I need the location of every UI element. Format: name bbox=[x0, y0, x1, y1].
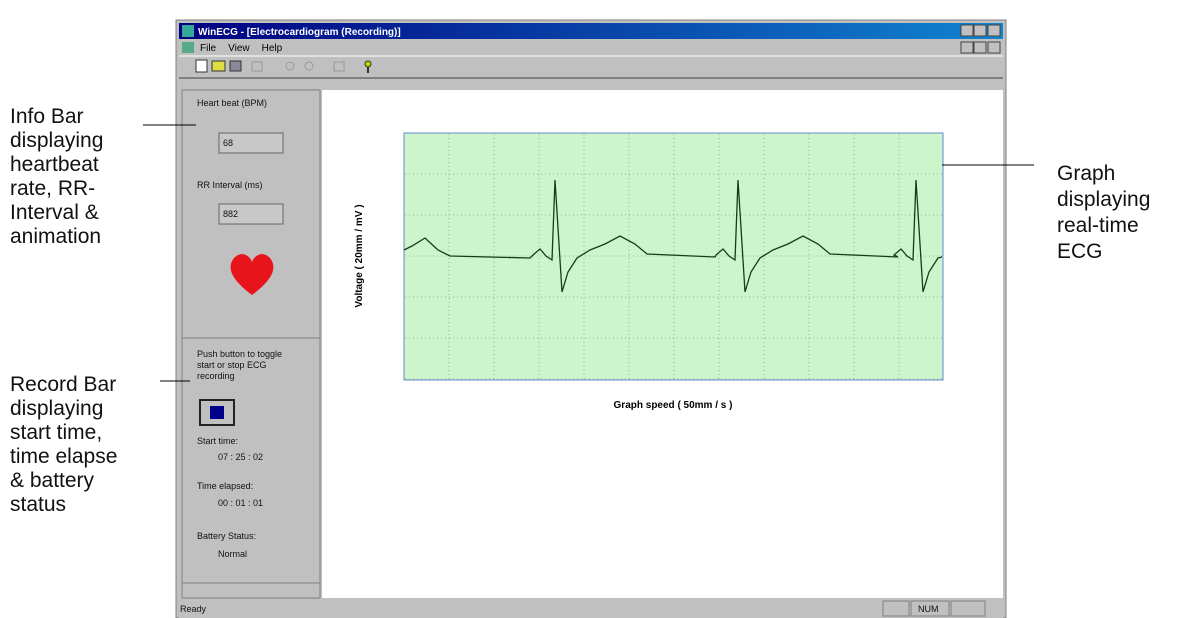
child-restore[interactable] bbox=[973, 41, 987, 54]
annotation-line: Graph bbox=[1057, 162, 1115, 185]
annotation-line: displaying bbox=[1057, 188, 1150, 211]
doc-icon bbox=[182, 42, 194, 53]
ecg-grid bbox=[405, 134, 942, 380]
battery-label: Battery Status: bbox=[197, 531, 256, 541]
zoom-out-button[interactable] bbox=[304, 61, 314, 71]
annotation-line: real-time bbox=[1057, 214, 1139, 237]
start-label: Start time: bbox=[197, 436, 238, 446]
status-text: Ready bbox=[180, 604, 207, 614]
record-toggle-button[interactable] bbox=[199, 399, 235, 426]
annotation-line: ECG bbox=[1057, 240, 1103, 263]
zoom-in-button[interactable] bbox=[285, 61, 295, 71]
annotation-line: & battery bbox=[10, 469, 95, 492]
left-panel bbox=[181, 89, 321, 599]
annotation-line: start time, bbox=[10, 421, 102, 444]
annotation-line: time elapse bbox=[10, 445, 117, 468]
menu-item[interactable]: Help bbox=[262, 43, 283, 54]
instruction-line: Push button to toggle bbox=[197, 349, 282, 359]
heartbeat-value: 68 bbox=[223, 138, 233, 148]
menu-bar: File View Help bbox=[200, 43, 283, 54]
save-button[interactable] bbox=[229, 60, 242, 72]
status-cell bbox=[882, 600, 910, 617]
toolbar-bottom bbox=[179, 77, 1003, 79]
child-minimize[interactable] bbox=[960, 41, 974, 54]
help-button[interactable] bbox=[364, 60, 372, 68]
x-axis-label: Graph speed ( 50mm / s ) bbox=[614, 400, 733, 411]
child-close[interactable] bbox=[987, 41, 1001, 54]
minimize-button[interactable] bbox=[960, 24, 974, 37]
disabled-button[interactable] bbox=[333, 61, 345, 72]
rr-value: 882 bbox=[223, 209, 238, 219]
start-value: 07 : 25 : 02 bbox=[218, 452, 263, 462]
instruction-line: start or stop ECG bbox=[197, 360, 267, 370]
title-bar bbox=[179, 23, 1003, 39]
status-cell bbox=[910, 600, 950, 617]
annotation-line: Info Bar bbox=[10, 105, 84, 128]
heartbeat-label: Heart beat (BPM) bbox=[197, 98, 267, 108]
annotation-line: heartbeat bbox=[10, 153, 99, 176]
annotation-line: animation bbox=[10, 225, 101, 248]
annotation-line: status bbox=[10, 493, 66, 516]
app-icon bbox=[182, 25, 194, 37]
new-button[interactable] bbox=[195, 59, 208, 73]
maximize-button[interactable] bbox=[973, 24, 987, 37]
stop-icon bbox=[210, 406, 224, 419]
print-button[interactable] bbox=[251, 61, 263, 72]
menu-item[interactable]: View bbox=[228, 43, 250, 54]
instruction-line: recording bbox=[197, 371, 235, 381]
battery-value: Normal bbox=[218, 549, 247, 559]
annotation-line: displaying bbox=[10, 129, 103, 152]
annotation-line: Record Bar bbox=[10, 373, 116, 396]
toolbar bbox=[195, 59, 372, 73]
status-num: NUM bbox=[918, 604, 939, 614]
y-axis-label: Voltage ( 20mm / mV ) bbox=[354, 204, 365, 307]
close-button[interactable] bbox=[987, 24, 1001, 37]
rr-label: RR Interval (ms) bbox=[197, 180, 263, 190]
open-button[interactable] bbox=[211, 60, 226, 72]
rr-box bbox=[218, 203, 284, 225]
status-bar bbox=[179, 599, 1003, 618]
elapsed-value: 00 : 01 : 01 bbox=[218, 498, 263, 508]
elapsed-label: Time elapsed: bbox=[197, 481, 253, 491]
annotation-line: Interval & bbox=[10, 201, 99, 224]
window-title: WinECG - [Electrocardiogram (Recording)] bbox=[198, 27, 401, 38]
heartbeat-box bbox=[218, 132, 284, 154]
heart-icon bbox=[230, 254, 274, 295]
help-button-stem bbox=[367, 67, 369, 73]
menu-item[interactable]: File bbox=[200, 43, 217, 54]
annotation-line: displaying bbox=[10, 397, 103, 420]
status-cell bbox=[950, 600, 986, 617]
window-controls bbox=[960, 24, 1001, 54]
annotation-line: rate, RR- bbox=[10, 177, 95, 200]
ecg-trace bbox=[403, 179, 943, 293]
